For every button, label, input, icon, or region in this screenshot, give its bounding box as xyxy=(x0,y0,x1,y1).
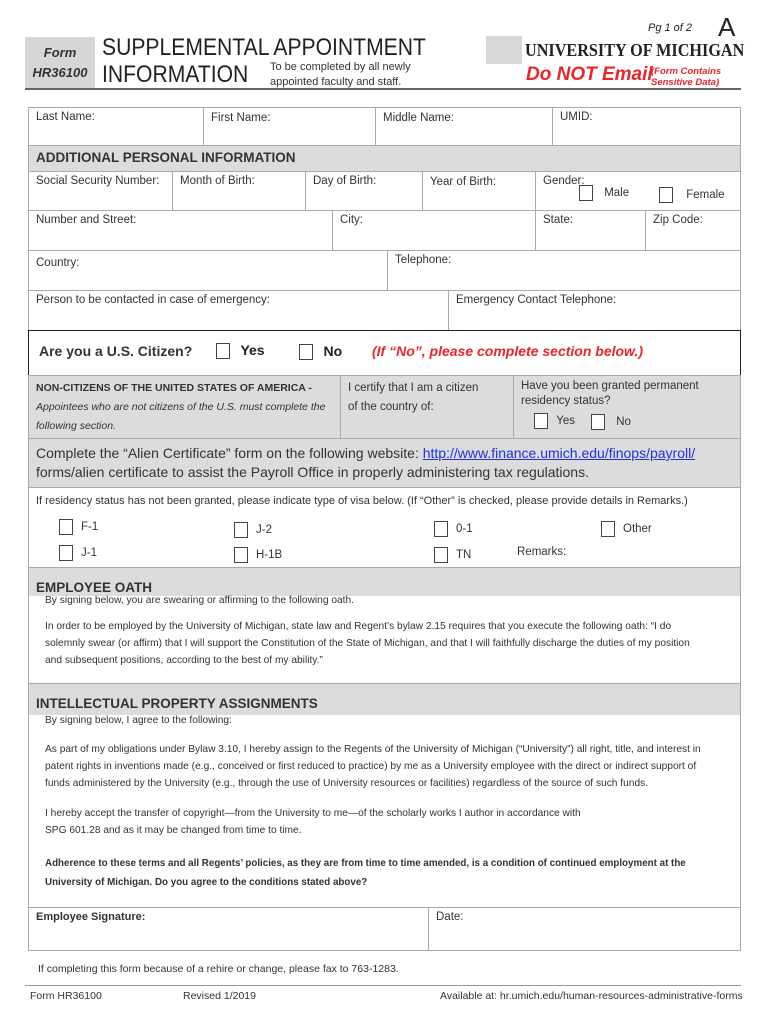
female-checkbox[interactable] xyxy=(659,187,673,203)
umid-field[interactable]: UMID: xyxy=(552,107,741,146)
city-field[interactable]: City: xyxy=(332,210,536,251)
emergency-telephone-field[interactable]: Emergency Contact Telephone: xyxy=(448,290,741,331)
page-title: SUPPLEMENTAL APPOINTMENT INFORMATION xyxy=(102,34,426,88)
male-checkbox[interactable] xyxy=(579,185,593,201)
date-field[interactable]: Date: xyxy=(428,907,741,951)
visa-tn-checkbox[interactable] xyxy=(434,547,448,563)
footer-rule xyxy=(25,985,741,986)
visa-f1-checkbox[interactable] xyxy=(59,519,73,535)
form-number: HR36100 xyxy=(32,65,88,80)
female-label: Female xyxy=(686,189,725,202)
gender-field: Gender: Male Female xyxy=(535,171,741,211)
male-label: Male xyxy=(604,187,630,200)
form-label: Form xyxy=(43,45,77,60)
month-of-birth-field[interactable]: Month of Birth: xyxy=(172,171,306,211)
sensitive-data-note: (Form Contains Sensitive Data) xyxy=(651,66,722,88)
street-field[interactable]: Number and Street: xyxy=(28,210,333,251)
page-number: Pg 1 of 2 xyxy=(648,22,693,34)
year-of-birth-field[interactable]: Year of Birth: xyxy=(422,171,536,211)
subtitle: To be completed by all newly appointed f… xyxy=(270,61,411,88)
country-field[interactable]: Country: xyxy=(28,250,388,291)
forms-link[interactable]: human-resources-administrative-forms xyxy=(562,990,743,1002)
citizen-note: (If “No”, please complete section below.… xyxy=(372,343,643,359)
alien-certificate-instructions: Complete the “Alien Certificate” form on… xyxy=(28,438,741,488)
citizen-no-label: No xyxy=(323,343,343,359)
middle-name-field[interactable]: Middle Name: xyxy=(375,107,553,146)
citizen-question: Are you a U.S. Citizen? xyxy=(39,343,193,359)
footer-revised: Revised 1/2019 xyxy=(183,990,256,1002)
form-number-badge: Form HR36100 xyxy=(25,37,95,89)
state-field[interactable]: State: xyxy=(535,210,646,251)
noncitizen-info: NON-CITIZENS OF THE UNITED STATES OF AME… xyxy=(28,375,341,439)
residency-no-checkbox[interactable] xyxy=(591,414,605,430)
footer-available: Available at: hr.umich.edu/human-resourc… xyxy=(440,990,743,1002)
residency-no-label: No xyxy=(616,416,631,429)
zip-field[interactable]: Zip Code: xyxy=(645,210,741,251)
first-name-field[interactable]: First Name: xyxy=(203,107,376,146)
alien-certificate-link[interactable]: http://www.finance.umich.edu/finops/payr… xyxy=(422,445,696,461)
section-header-ip: INTELLECTUAL PROPERTY ASSIGNMENTS By sig… xyxy=(28,683,741,908)
section-header-personal: ADDITIONAL PERSONAL INFORMATION xyxy=(28,145,741,172)
last-name-field[interactable]: Last Name: xyxy=(28,107,204,146)
day-of-birth-field[interactable]: Day of Birth: xyxy=(305,171,423,211)
visa-other-checkbox[interactable] xyxy=(601,521,615,537)
employee-signature-field[interactable]: Employee Signature: xyxy=(28,907,429,951)
header-rule xyxy=(25,88,741,90)
telephone-field[interactable]: Telephone: xyxy=(387,250,741,291)
citizen-no-checkbox[interactable] xyxy=(299,343,313,360)
university-name: UNIVERSITY OF MICHIGAN xyxy=(525,40,745,60)
visa-h1b-checkbox[interactable] xyxy=(234,547,248,563)
do-not-email-warning: Do NOT Email xyxy=(526,64,653,85)
visa-j2-checkbox[interactable] xyxy=(234,522,248,538)
residency-yes-label: Yes xyxy=(556,415,575,428)
residency-yes-checkbox[interactable] xyxy=(534,413,548,429)
footer-form-number: Form HR36100 xyxy=(30,990,102,1002)
page-letter: A xyxy=(718,12,736,42)
country-of-citizenship-field[interactable]: I certify that I am a citizen of the cou… xyxy=(340,375,514,439)
visa-j1-checkbox[interactable] xyxy=(59,545,73,561)
emergency-contact-field[interactable]: Person to be contacted in case of emerge… xyxy=(28,290,449,331)
visa-section: If residency status has not been granted… xyxy=(28,487,741,568)
university-logo-m-icon xyxy=(486,36,522,64)
citizen-yes-label: Yes xyxy=(240,342,265,358)
gender-label: Gender: xyxy=(543,175,585,187)
section-header-oath: EMPLOYEE OATH By signing below, you are … xyxy=(28,567,741,684)
ssn-field[interactable]: Social Security Number: xyxy=(28,171,173,211)
citizen-question-box: Are you a U.S. Citizen? Yes No (If “No”,… xyxy=(28,330,741,376)
residency-status-field: Have you been granted permanent residenc… xyxy=(513,375,741,439)
fax-instructions: If completing this form because of a reh… xyxy=(38,963,399,975)
citizen-yes-checkbox[interactable] xyxy=(216,342,230,359)
remarks-field[interactable]: Remarks: xyxy=(517,546,567,558)
visa-o1-checkbox[interactable] xyxy=(434,521,448,537)
